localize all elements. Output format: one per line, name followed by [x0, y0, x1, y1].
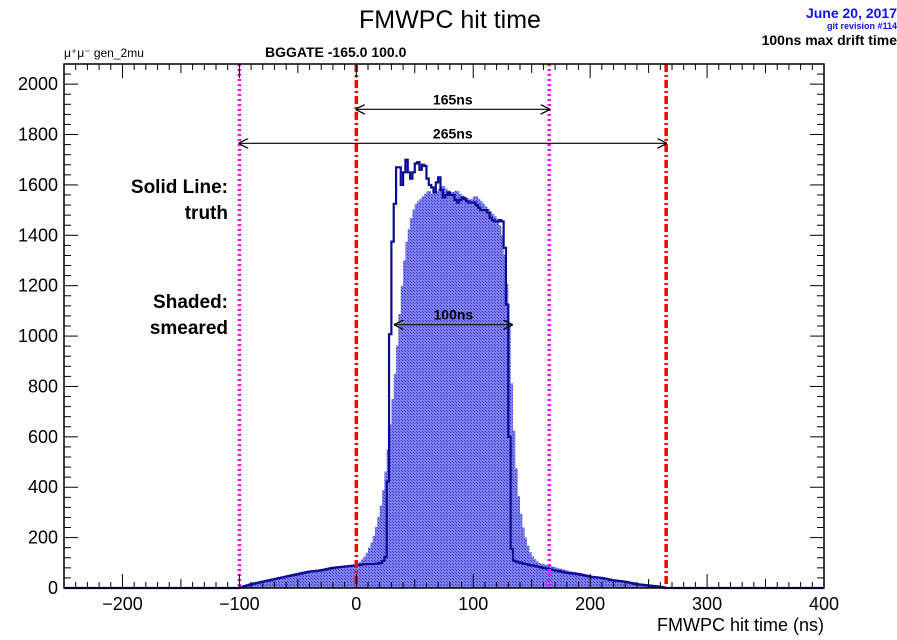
y-tick-label: 1800 — [18, 125, 58, 145]
y-tick-label: 1400 — [18, 225, 58, 245]
y-tick-label: 1200 — [18, 276, 58, 296]
x-axis-title: FMWPC hit time (ns) — [657, 615, 824, 635]
x-tick-label: 100 — [458, 594, 488, 614]
x-tick-label: 300 — [692, 594, 722, 614]
y-tick-label: 1600 — [18, 175, 58, 195]
y-tick-label: 400 — [28, 477, 58, 497]
x-tick-label: 200 — [575, 594, 605, 614]
arrow-label-2: 100ns — [434, 307, 474, 323]
header-left-label: μ⁺μ⁻ gen_2mu — [64, 46, 144, 60]
annotation-smeared: smeared — [150, 318, 228, 339]
chart-title: FMWPC hit time — [359, 6, 541, 34]
x-tick-label: 0 — [351, 594, 361, 614]
date-label: June 20, 2017 — [806, 5, 897, 21]
x-tick-label: −100 — [219, 594, 260, 614]
smeared-series — [64, 186, 824, 589]
x-tick-labels: −200 −100 0 100 200 300 400 — [102, 594, 839, 614]
arrow-label-0: 165ns — [433, 91, 473, 107]
annotation-solid-line: Solid Line: — [131, 177, 228, 198]
arrow-label-1: 265ns — [433, 125, 473, 141]
y-tick-labels: 0 200 400 600 800 1000 1200 1400 1600 1800 2000 — [18, 74, 58, 598]
y-tick-label: 2000 — [18, 74, 58, 94]
y-tick-label: 1000 — [18, 326, 58, 346]
x-tick-label: −200 — [102, 594, 143, 614]
annotation-truth: truth — [185, 203, 228, 224]
reference-lines — [237, 64, 668, 588]
axis-ticks — [63, 63, 825, 589]
x-tick-label: 400 — [809, 594, 839, 614]
header-right-label: 100ns max drift time — [762, 32, 897, 48]
y-tick-label: 800 — [28, 376, 58, 396]
y-tick-label: 600 — [28, 427, 58, 447]
annotation-shaded: Shaded: — [153, 292, 228, 313]
y-tick-label: 200 — [28, 528, 58, 548]
revision-label: git revision #114 — [827, 21, 897, 31]
y-tick-label: 0 — [48, 578, 58, 598]
header-center-label: BGGATE -165.0 100.0 — [265, 44, 407, 60]
smeared-fill — [64, 186, 824, 589]
interval-arrows: 165ns 265ns 100ns — [239, 91, 666, 324]
